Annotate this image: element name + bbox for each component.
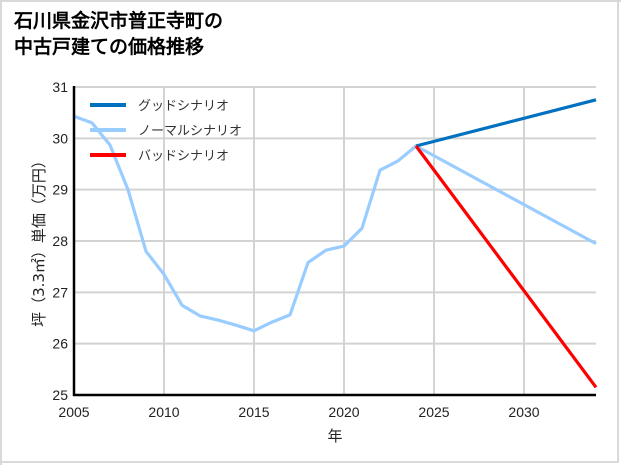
series-line-1 xyxy=(73,114,597,333)
y-tick-label: 26 xyxy=(52,336,68,352)
legend-label: グッドシナリオ xyxy=(138,99,229,114)
legend-swatch xyxy=(90,103,126,107)
y-tick-label: 30 xyxy=(52,130,68,146)
legend-label: ノーマルシナリオ xyxy=(138,124,242,139)
y-tick-label: 27 xyxy=(52,284,68,300)
chart-title-line1: 石川県金沢市普正寺町の xyxy=(14,10,224,32)
y-tick-label: 28 xyxy=(52,233,68,249)
x-tick-label: 2020 xyxy=(328,404,359,420)
legend-swatch xyxy=(90,128,126,132)
y-tick-label: 29 xyxy=(52,182,68,198)
series-lines xyxy=(73,98,598,389)
x-tick-label: 2015 xyxy=(238,404,269,420)
y-tick-label: 25 xyxy=(52,387,68,403)
x-tick-label: 2030 xyxy=(508,404,539,420)
legend-label: バッドシナリオ xyxy=(138,149,229,164)
frame-border-top xyxy=(0,0,621,2)
x-tick-label: 2025 xyxy=(418,404,449,420)
tick-labels: 25 26 27 28 29 30 31 2005 2010 2015 2020 2025 2030 xyxy=(52,79,539,420)
legend-swatch xyxy=(90,153,126,157)
x-tick-label: 2005 xyxy=(58,404,89,420)
y-tick-label: 31 xyxy=(52,79,68,95)
x-tick-label: 2010 xyxy=(148,404,179,420)
chart-title: 石川県金沢市普正寺町の 中古戸建ての価格推移 xyxy=(14,8,223,60)
frame-border-left xyxy=(0,0,2,465)
gridlines xyxy=(74,86,596,395)
series-line-2 xyxy=(414,145,598,389)
series-line-0 xyxy=(415,98,597,148)
axes xyxy=(72,86,596,397)
chart-title-line2: 中古戸建ての価格推移 xyxy=(14,36,205,58)
y-axis-label: 坪（3.3㎡）単価（万円） xyxy=(30,153,48,327)
x-axis-label: 年 xyxy=(327,427,342,445)
